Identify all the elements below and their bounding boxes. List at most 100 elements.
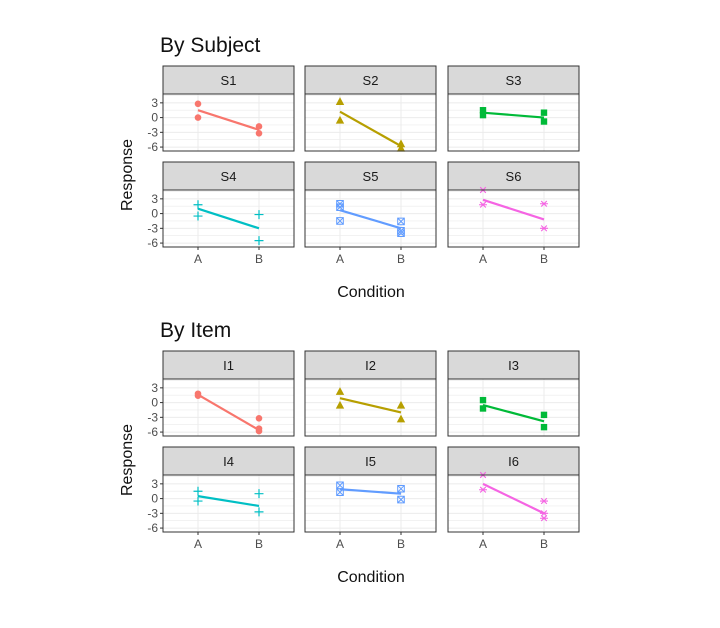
- data-point: [540, 225, 548, 232]
- fit-line: [197, 393, 260, 432]
- data-point: [194, 114, 202, 121]
- y-tick-label: -3: [147, 506, 158, 520]
- facet-i3: I3: [447, 350, 580, 437]
- y-tick-label: 0: [151, 396, 158, 410]
- facet-i1: I1 30-3-6: [147, 350, 295, 439]
- x-axis-title: Condition: [337, 284, 405, 301]
- data-point: [336, 488, 344, 496]
- data-point: [479, 396, 487, 404]
- facet-strip: [447, 350, 580, 380]
- y-tick-label: -3: [147, 125, 158, 139]
- data-point: [540, 510, 548, 517]
- data-point: [335, 97, 345, 105]
- facet-strip: [304, 65, 437, 95]
- data-point: [540, 411, 548, 419]
- x-tick-label: A: [336, 537, 344, 551]
- facet-strip: [447, 161, 580, 191]
- data-point: [396, 139, 406, 148]
- facet-label: I5: [365, 454, 376, 469]
- facet-panel: [305, 379, 436, 436]
- facet-label: I1: [223, 358, 234, 373]
- y-tick-label: 3: [151, 96, 158, 110]
- facet-border: [162, 378, 295, 437]
- facet-s6: S6 A B: [447, 161, 580, 266]
- data-point: [540, 423, 548, 431]
- y-tick-label: -3: [147, 221, 158, 235]
- facet-label: S2: [363, 73, 379, 88]
- data-point: [396, 400, 406, 409]
- chart-title: By Subject: [160, 34, 261, 57]
- data-point: [540, 515, 548, 522]
- x-tick-label: B: [397, 537, 405, 551]
- data-point: [479, 201, 487, 208]
- y-tick-label: 3: [151, 192, 158, 206]
- x-tick-label: A: [194, 537, 202, 551]
- facet-label: S5: [363, 169, 379, 184]
- y-tick-label: 0: [151, 207, 158, 221]
- fit-line: [339, 397, 402, 414]
- y-axis-title: Response: [119, 139, 136, 211]
- y-tick-label: -6: [147, 236, 158, 250]
- x-tick-label: A: [336, 252, 344, 266]
- data-point: [540, 109, 548, 116]
- x-tick-label: A: [479, 252, 487, 266]
- y-tick-label: -6: [147, 140, 158, 154]
- data-point: [193, 496, 203, 506]
- facet-i5: I5 A B: [304, 446, 437, 551]
- y-tick-label: 0: [151, 492, 158, 506]
- facet-label: S6: [506, 169, 522, 184]
- fit-line: [482, 403, 545, 423]
- data-point: [193, 200, 203, 210]
- data-point: [336, 217, 344, 225]
- facet-panel: [305, 475, 436, 532]
- x-tick-label: B: [540, 537, 548, 551]
- facet-i4: I4 30-3-6 A B: [147, 446, 295, 551]
- data-point: [397, 229, 405, 238]
- fit-line: [482, 198, 545, 221]
- data-point: [396, 414, 406, 423]
- y-tick-label: -6: [147, 425, 158, 439]
- data-point: [254, 507, 264, 517]
- facet-s2: S2: [304, 65, 437, 152]
- data-point: [335, 387, 345, 395]
- x-tick-label: B: [255, 537, 263, 551]
- data-point: [540, 497, 548, 505]
- y-tick-label: -3: [147, 410, 158, 424]
- facet-border: [162, 189, 295, 248]
- data-point: [397, 495, 405, 504]
- facet-panel: [163, 94, 294, 151]
- fit-line: [482, 482, 545, 515]
- facet-border: [162, 93, 295, 152]
- facet-border: [304, 474, 437, 533]
- x-tick-label: B: [540, 252, 548, 266]
- facet-s4: S4 30-3-6 A B: [147, 161, 295, 266]
- facet-strip: [447, 65, 580, 95]
- facet-label: I4: [223, 454, 234, 469]
- facet-panel: [163, 379, 294, 436]
- data-point: [336, 203, 344, 211]
- facet-strip: [162, 161, 295, 191]
- y-tick-label: -6: [147, 521, 158, 535]
- facet-panel: [305, 94, 436, 151]
- fit-line: [339, 110, 402, 148]
- data-point: [335, 115, 345, 124]
- facet-strip: [162, 65, 295, 95]
- facet-label: I3: [508, 358, 519, 373]
- facet-panel: [448, 475, 579, 532]
- facet-border: [447, 378, 580, 437]
- facet-label: S4: [221, 169, 237, 184]
- chart-by-subject: By Subject Condition Response S130-3-6S2…: [119, 34, 580, 301]
- facet-border: [162, 474, 295, 533]
- x-axis-title: Condition: [337, 569, 405, 586]
- data-point: [254, 489, 264, 499]
- data-point: [540, 200, 548, 207]
- fit-line: [339, 488, 402, 495]
- facet-border: [304, 189, 437, 248]
- facet-s3: S3: [447, 65, 580, 152]
- data-point: [255, 123, 263, 130]
- facet-s5: S5 A B: [304, 161, 437, 266]
- data-point: [254, 236, 264, 246]
- data-point: [194, 392, 202, 400]
